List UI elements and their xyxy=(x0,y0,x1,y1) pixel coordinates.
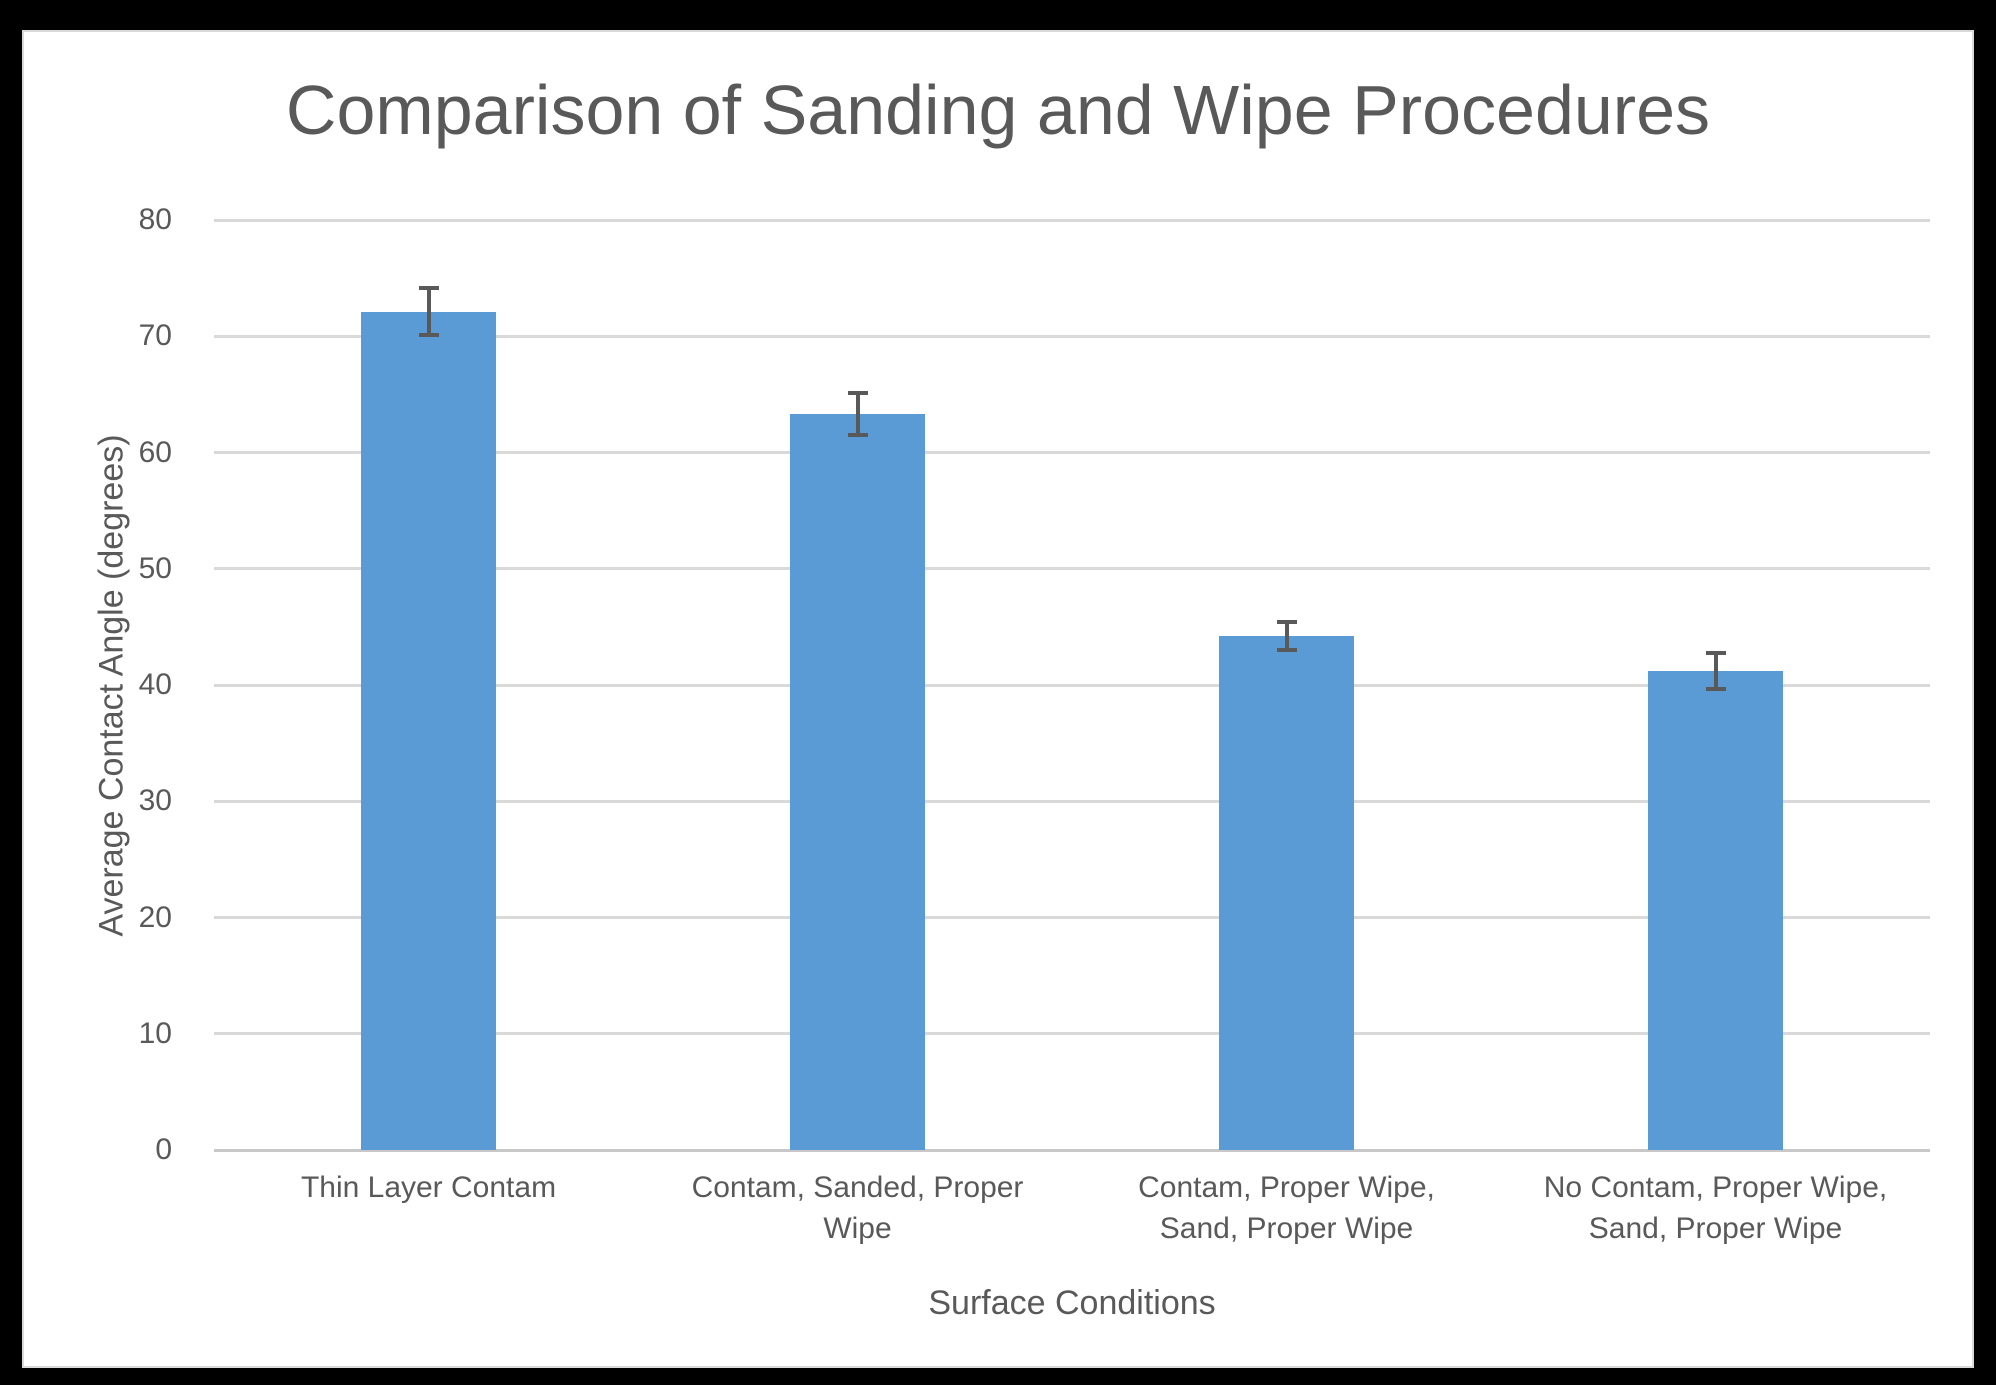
chart-card: Comparison of Sanding and Wipe Procedure… xyxy=(22,30,1974,1368)
gridline xyxy=(214,799,1930,803)
error-bar xyxy=(1705,651,1726,691)
error-bar xyxy=(847,390,868,438)
x-category-label: Contam, Sanded, Proper Wipe xyxy=(691,1171,1024,1245)
gridline xyxy=(214,334,1930,338)
error-bar-line xyxy=(426,286,431,338)
x-category-label: Thin Layer Contam xyxy=(300,1171,557,1204)
error-bar-cap-top xyxy=(1276,619,1297,624)
category-slot xyxy=(214,220,643,1150)
y-tick-label: 0 xyxy=(155,1133,172,1166)
error-bar-cap-top xyxy=(847,390,868,395)
category-slot xyxy=(1501,220,1930,1150)
y-tick-label: 40 xyxy=(138,668,172,701)
gridline xyxy=(214,567,1930,571)
category-slot xyxy=(643,220,1072,1150)
gridline xyxy=(214,683,1930,687)
error-bar xyxy=(418,286,439,338)
x-axis-line xyxy=(214,1148,1930,1152)
y-tick-label: 30 xyxy=(138,784,172,818)
y-tick-label: 20 xyxy=(138,900,172,934)
gridline xyxy=(214,916,1930,919)
error-bar-line xyxy=(855,390,860,438)
error-bar-line xyxy=(1284,619,1289,653)
gridline xyxy=(214,451,1930,454)
plot-area: 0 10 20 30 40 50 60 70 80 Thin Layer Contam Contam… xyxy=(139,203,1930,1245)
y-tick-label: 10 xyxy=(138,1016,172,1050)
error-bar-cap-top xyxy=(1705,651,1726,656)
error-bar-cap-bottom xyxy=(418,333,439,338)
bar xyxy=(1648,671,1783,1150)
x-axis-title: Surface Conditions xyxy=(928,1284,1216,1322)
error-bar-line xyxy=(1713,651,1718,691)
bar xyxy=(361,311,496,1150)
bar xyxy=(1219,636,1354,1150)
y-tick-label: 70 xyxy=(138,319,172,353)
x-category-label: Contam, Proper Wipe, Sand, Proper Wipe xyxy=(1138,1171,1435,1245)
error-bar-cap-bottom xyxy=(1276,648,1297,653)
chart-title: Comparison of Sanding and Wipe Procedure… xyxy=(285,71,1711,149)
error-bar-cap-bottom xyxy=(1705,686,1726,691)
bar xyxy=(790,414,925,1150)
y-tick-label: 60 xyxy=(138,435,172,469)
error-bar xyxy=(1276,619,1297,653)
x-category-label: No Contam, Proper Wipe, Sand, Proper Wip… xyxy=(1543,1171,1888,1245)
error-bar-cap-bottom xyxy=(847,433,868,438)
y-tick-label: 80 xyxy=(138,203,172,236)
gridline xyxy=(214,1032,1930,1036)
gridline xyxy=(214,218,1930,222)
category-slot xyxy=(1072,220,1501,1150)
error-bar-cap-top xyxy=(418,286,439,291)
y-tick-label: 50 xyxy=(138,551,172,585)
